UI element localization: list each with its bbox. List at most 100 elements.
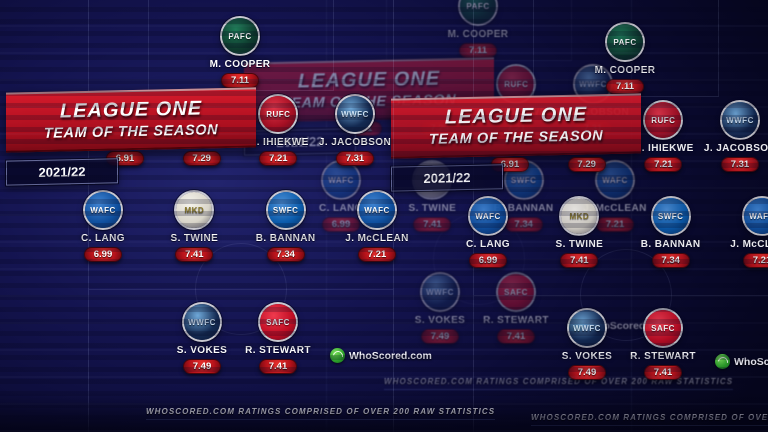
banner-title-line2: TEAM OF THE SEASON	[43, 122, 219, 142]
whoscored-ball-icon	[330, 348, 345, 363]
player-rating-badge: 7.34	[651, 253, 690, 268]
formation-row-attack: WWFC S. VOKES 7.49 SAFC R. STEWART 7.41	[471, 310, 768, 380]
player-rating-badge: 7.11	[459, 43, 497, 58]
player-name: M. IHIEKWE	[632, 143, 694, 154]
banner-title-line1: LEAGUE ONE	[59, 97, 203, 123]
formation-row-midfield: WAFC C. LANG 6.99 MKD S. TWINE 7.41 SWFC…	[70, 192, 410, 262]
ratings-disclaimer: WHOSCORED.COM RATINGS COMPRISED OF OVER …	[384, 377, 734, 390]
player-rating-badge: 7.11	[221, 73, 259, 88]
formation-row-attack: WWFC S. VOKES 7.49 SAFC R. STEWART 7.41	[324, 274, 632, 344]
club-badge-abbr: PAFC	[228, 31, 252, 41]
formation-row-goalkeeper: PAFC M. COOPER 7.11	[324, 0, 632, 58]
player-card: SAFC R. STEWART 7.41	[245, 304, 311, 374]
club-badge-abbr: WWFC	[188, 317, 216, 327]
player-rating-badge: 6.99	[322, 217, 360, 232]
player-rating-badge: 7.21	[644, 157, 683, 172]
club-badge-icon: WWFC	[421, 66, 458, 102]
player-name: B. BANNAN	[493, 203, 554, 214]
player-name: S. TWINE	[170, 233, 219, 244]
player-name: R. STEWART	[630, 351, 696, 362]
player-rating-badge: 7.29	[567, 157, 606, 172]
player-card: RUFC M. IHIEKWE 7.21	[630, 102, 696, 172]
club-badge-icon: WWFC	[721, 102, 758, 138]
player-rating-badge: 7.21	[742, 253, 768, 268]
player-rating-badge: 7.41	[560, 253, 599, 268]
club-badge-abbr: WWFC	[579, 79, 607, 89]
player-rating-badge: 7.34	[504, 217, 543, 232]
player-name: M. IHIEKWE	[247, 137, 309, 148]
club-badge-abbr: MKD	[184, 205, 205, 215]
centre-circle	[195, 243, 287, 335]
club-badge-icon: PAFC	[607, 24, 643, 60]
player-card: SWFC B. BANNAN 7.34	[638, 198, 704, 268]
player-card: SWFC B. BANNAN 7.34	[253, 192, 319, 262]
club-badge-icon: RUFC	[645, 102, 682, 138]
centre-circle	[580, 249, 672, 341]
club-badge-icon: WWFC	[422, 274, 458, 310]
player-name: J. JACOBSON	[318, 137, 392, 148]
club-badge-abbr: WAFC	[328, 175, 354, 185]
player-rating-badge: 7.29	[182, 151, 221, 166]
player-rating-badge: 6.99	[469, 253, 507, 268]
player-name: R. STEWART	[483, 315, 549, 326]
club-badge-abbr: WWFC	[573, 323, 601, 333]
club-badge-abbr: SAFC	[266, 317, 290, 327]
player-card: WWFC J. JACOBSON 7.31	[318, 96, 392, 166]
club-badge-abbr: WWFC	[426, 80, 454, 89]
player-rating-badge: 7.41	[175, 247, 214, 262]
player-name: S. VOKES	[176, 345, 228, 356]
player-rating-badge: 7.49	[421, 329, 459, 344]
club-badge-abbr: RUFC	[266, 109, 291, 119]
whoscored-watermark: WhoScored.com	[715, 354, 768, 369]
player-rating-badge: 7.49	[183, 359, 221, 374]
player-name: C. LANG	[81, 233, 125, 244]
club-badge-abbr: PAFC	[466, 1, 490, 11]
club-badge-abbr: SWFC	[510, 175, 537, 185]
player-rating-badge: 7.31	[335, 151, 374, 166]
player-name: C. LANG	[466, 239, 510, 250]
player-name: S. VOKES	[561, 351, 613, 362]
player-card: SAFC R. STEWART 7.41	[630, 310, 696, 380]
club-badge-abbr: RUFC	[504, 79, 529, 89]
club-badge-abbr: WAFC	[749, 211, 768, 221]
whoscored-brand-text: WhoScored.com	[349, 349, 432, 362]
club-badge-icon: WWFC	[184, 304, 220, 340]
formation-row-goalkeeper: PAFC M. COOPER 7.11	[86, 18, 394, 88]
penalty-box-line	[386, 0, 572, 61]
ratings-disclaimer: WHOSCORED.COM RATINGS COMPRISED OF OVER …	[146, 407, 496, 420]
club-badge-icon: MKD	[561, 198, 598, 234]
player-card: MKD S. TWINE 7.41	[546, 198, 612, 268]
player-name: M. COOPER	[594, 65, 656, 76]
player-rating-badge: 7.41	[644, 365, 682, 380]
tots-banner: LEAGUE ONE TEAM OF THE SEASON 2021/22	[6, 87, 256, 186]
formation-row-midfield: WAFC C. LANG 6.99 MKD S. TWINE 7.41 SWFC…	[455, 198, 768, 268]
player-rating-badge: 7.49	[568, 365, 606, 380]
player-card: SAFC R. STEWART 7.41	[483, 274, 549, 344]
club-badge-abbr: SAFC	[504, 287, 528, 297]
player-card: WAFC C. LANG 6.99	[308, 162, 374, 232]
player-rating-badge: 7.21	[357, 247, 396, 262]
player-card: PAFC M. COOPER 7.11	[207, 18, 273, 88]
whoscored-watermark: WhoScored.com	[330, 348, 432, 363]
club-badge-abbr: WAFC	[602, 175, 628, 185]
player-name: B. BANNAN	[640, 239, 701, 250]
player-name: J. McCLEAN	[345, 233, 409, 244]
player-card: WAFC J. McCLEAN 7.21	[344, 192, 410, 262]
player-rating-badge: 7.31	[720, 157, 759, 172]
player-card: WAFC C. LANG 6.99	[70, 192, 136, 262]
player-name: S. TWINE	[555, 239, 604, 250]
club-badge-abbr: WWFC	[426, 287, 454, 297]
club-badge-abbr: WAFC	[475, 211, 501, 221]
club-badge-abbr: MKD	[569, 211, 590, 221]
player-name: S. VOKES	[414, 315, 466, 326]
player-rating-badge: 6.99	[84, 247, 122, 262]
player-rating-badge: 7.41	[259, 359, 297, 374]
player-card: WWFC S. VOKES 7.49	[407, 274, 473, 344]
club-badge-icon: SAFC	[260, 304, 296, 340]
club-badge-icon: MKD	[176, 192, 213, 228]
player-rating-badge: 7.34	[266, 247, 305, 262]
club-badge-icon: WAFC	[358, 192, 395, 228]
club-badge-abbr: WWFC	[341, 109, 369, 119]
club-badge-icon: SAFC	[645, 310, 681, 346]
